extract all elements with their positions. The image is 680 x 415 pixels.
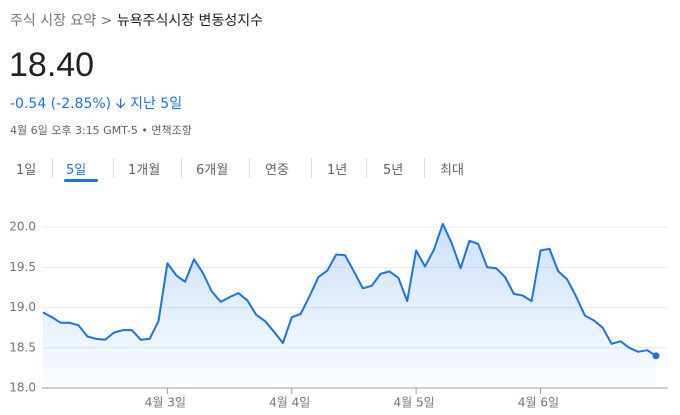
y-tick-label: 19.0 [9,300,36,314]
price-line [42,222,657,357]
change-value: -0.54 (-2.85%) [10,96,112,112]
y-tick-label: 18.0 [9,381,36,395]
tab-separator [181,158,182,178]
breadcrumb-link[interactable]: 주식 시장 요약 > [10,13,113,29]
range-tab[interactable]: 1개월 [128,163,161,178]
tab-underline [64,179,98,182]
period: 지난 5일 [130,96,183,112]
index-name: 뉴욕주식시장 변동성지수 [116,13,263,29]
tab-separator [52,158,53,178]
last-point [652,352,660,360]
x-tick-label: 4월 3일 [145,396,186,410]
range-tab[interactable]: 최대 [440,163,464,178]
x-tick-label: 4월 6일 [518,396,559,410]
range-tab[interactable]: 1일 [16,163,37,178]
timestamp: 4월 6일 오후 3:15 GMT-5 • [10,124,148,137]
change: -0.54 (-2.85%) 🡫 지난 5일 [10,93,182,117]
x-tick-label: 4월 4일 [269,396,310,410]
y-tick-label: 19.5 [9,260,36,274]
area-fill [43,223,656,388]
disclaimer-link[interactable]: 면책조항 [151,124,192,137]
range-tab[interactable]: 6개월 [196,163,229,178]
price: 18.40 [9,46,95,84]
range-tab[interactable]: 5일 [66,163,87,178]
x-tick-label: 4월 5일 [394,396,435,410]
tab-separator [249,158,250,178]
range-tab[interactable]: 5년 [383,163,404,178]
range-tabs: 1일 5일 1개월 6개월 연중 1년 5년 최대 [0,156,680,186]
down-arrow: 🡫 [115,96,126,112]
tab-separator [311,158,312,178]
range-tab[interactable]: 연중 [265,163,289,178]
tab-separator [113,158,114,178]
tab-separator [366,158,367,178]
timestamp-row: 4월 6일 오후 3:15 GMT-5 • 면책조항 [10,122,192,138]
y-tick-label: 18.5 [9,340,36,354]
breadcrumb: 주식 시장 요약 > 뉴욕주식시장 변동성지수 [10,10,263,30]
range-tab[interactable]: 1년 [327,163,348,178]
y-tick-label: 20.0 [9,220,36,234]
tab-separator [424,158,425,178]
